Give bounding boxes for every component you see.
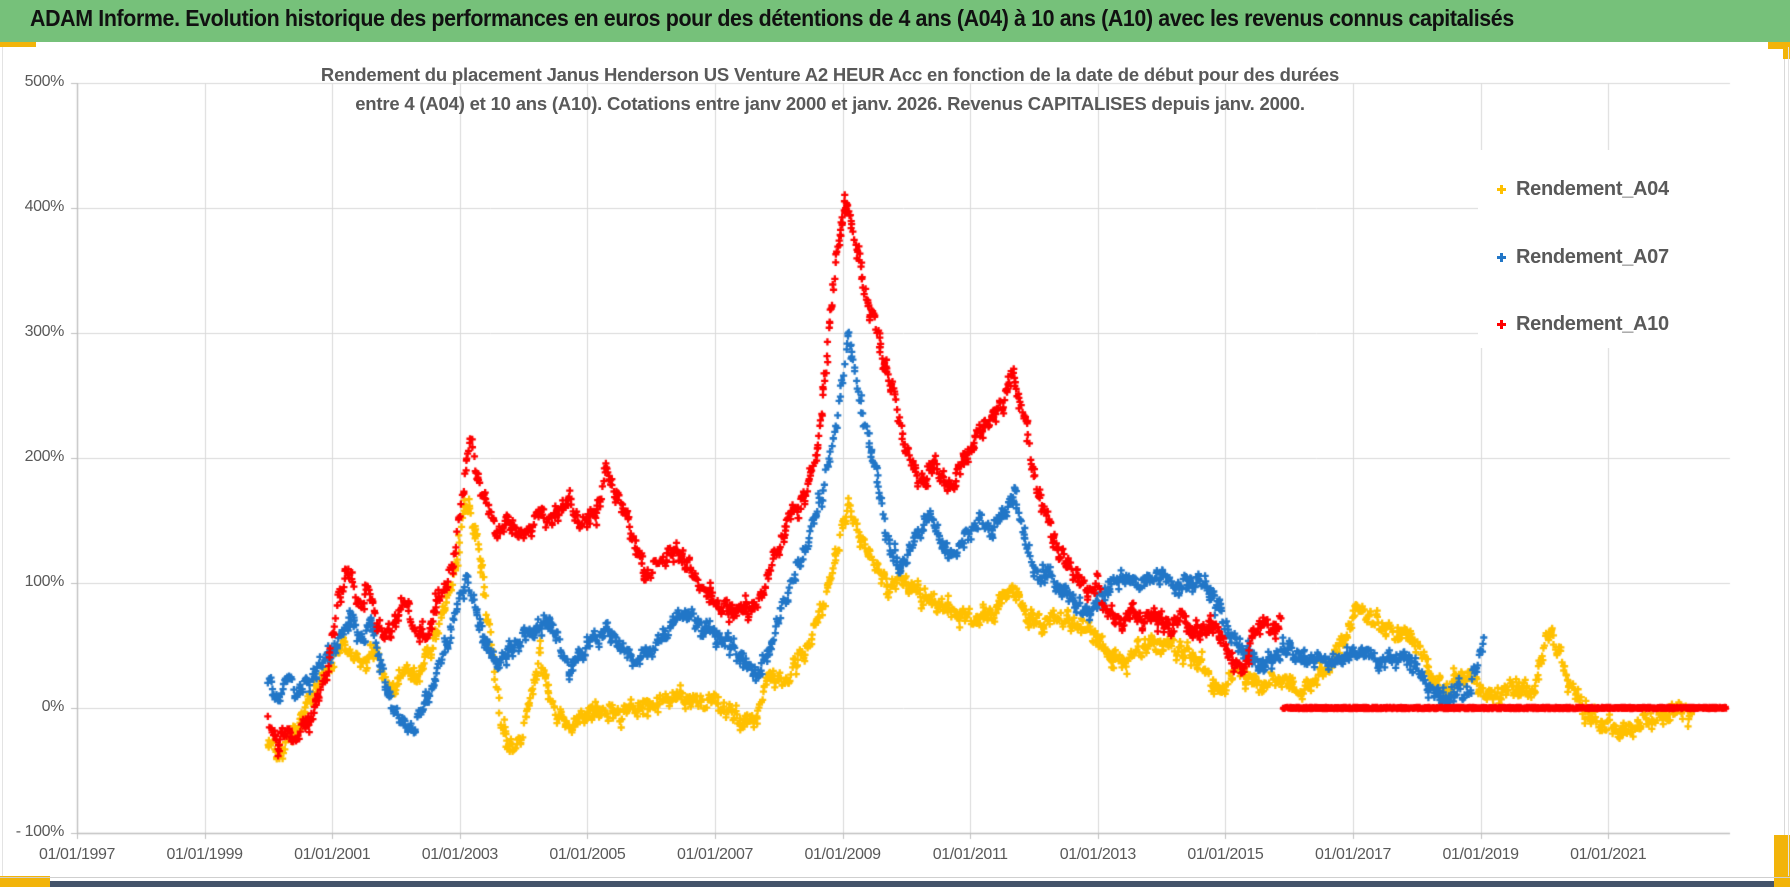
plus-marker-icon bbox=[1496, 184, 1507, 195]
legend-label: Rendement_A10 bbox=[1516, 312, 1669, 335]
x-tick-label: 01/01/1997 bbox=[38, 846, 116, 863]
header-bar: ADAM Informe. Evolution historique des p… bbox=[0, 0, 1790, 42]
y-tick-label: 300% bbox=[24, 323, 65, 340]
page-edge-right bbox=[1788, 47, 1789, 876]
legend-label: Rendement_A04 bbox=[1516, 177, 1669, 200]
chart-title-line1: Rendement du placement Janus Henderson U… bbox=[320, 64, 1340, 85]
y-tick-label: 100% bbox=[24, 573, 65, 590]
x-tick-label: 01/01/2001 bbox=[294, 846, 371, 863]
x-tick-label: 01/01/2009 bbox=[804, 846, 881, 863]
x-tick-label: 01/01/1999 bbox=[166, 846, 243, 863]
gold-accent-top-right-arm bbox=[1783, 42, 1790, 59]
y-tick-label: - 100% bbox=[15, 823, 65, 840]
gold-accent-bottom-right bbox=[1774, 835, 1790, 887]
x-tick-label: 01/01/2013 bbox=[1059, 846, 1136, 863]
y-tick-label: 200% bbox=[24, 448, 65, 465]
x-tick-label: 01/01/2011 bbox=[932, 846, 1008, 863]
x-tick-label: 01/01/2019 bbox=[1442, 846, 1519, 863]
page-edge-left bbox=[2, 47, 3, 876]
gold-accent-top-right bbox=[1768, 42, 1790, 49]
footer-bar bbox=[50, 881, 1774, 887]
x-tick-label: 01/01/2005 bbox=[549, 846, 626, 863]
gold-accent-top-left bbox=[0, 42, 36, 47]
chart-frame-right bbox=[1784, 59, 1785, 835]
plus-marker-icon bbox=[1496, 319, 1507, 330]
x-tick-label: 01/01/2003 bbox=[421, 846, 498, 863]
legend-item-a07: Rendement_A07 bbox=[1496, 244, 1669, 270]
x-tick-label: 01/01/2007 bbox=[676, 846, 754, 863]
x-tick-label: 01/01/2017 bbox=[1314, 846, 1392, 863]
header-title: ADAM Informe. Evolution historique des p… bbox=[30, 5, 1514, 31]
legend-item-a10: Rendement_A10 bbox=[1496, 311, 1669, 337]
plus-marker-icon bbox=[1496, 252, 1507, 263]
y-tick-label: 400% bbox=[24, 198, 65, 215]
chart-legend: Rendement_A04 Rendement_A07 Rendement_A1… bbox=[1478, 150, 1734, 348]
legend-item-a04: Rendement_A04 bbox=[1496, 176, 1669, 202]
chart-title: Rendement du placement Janus Henderson U… bbox=[100, 60, 1560, 118]
legend-label: Rendement_A07 bbox=[1516, 245, 1669, 268]
y-tick-label: 500% bbox=[24, 73, 65, 90]
gold-accent-bottom-left bbox=[0, 876, 50, 887]
x-tick-label: 01/01/2015 bbox=[1187, 846, 1264, 863]
y-tick-label: 0% bbox=[41, 698, 65, 715]
x-tick-label: 01/01/2021 bbox=[1570, 846, 1647, 863]
footer-divider bbox=[0, 877, 1790, 878]
chart-title-line2: entre 4 (A04) et 10 ans (A10). Cotations… bbox=[355, 93, 1305, 114]
